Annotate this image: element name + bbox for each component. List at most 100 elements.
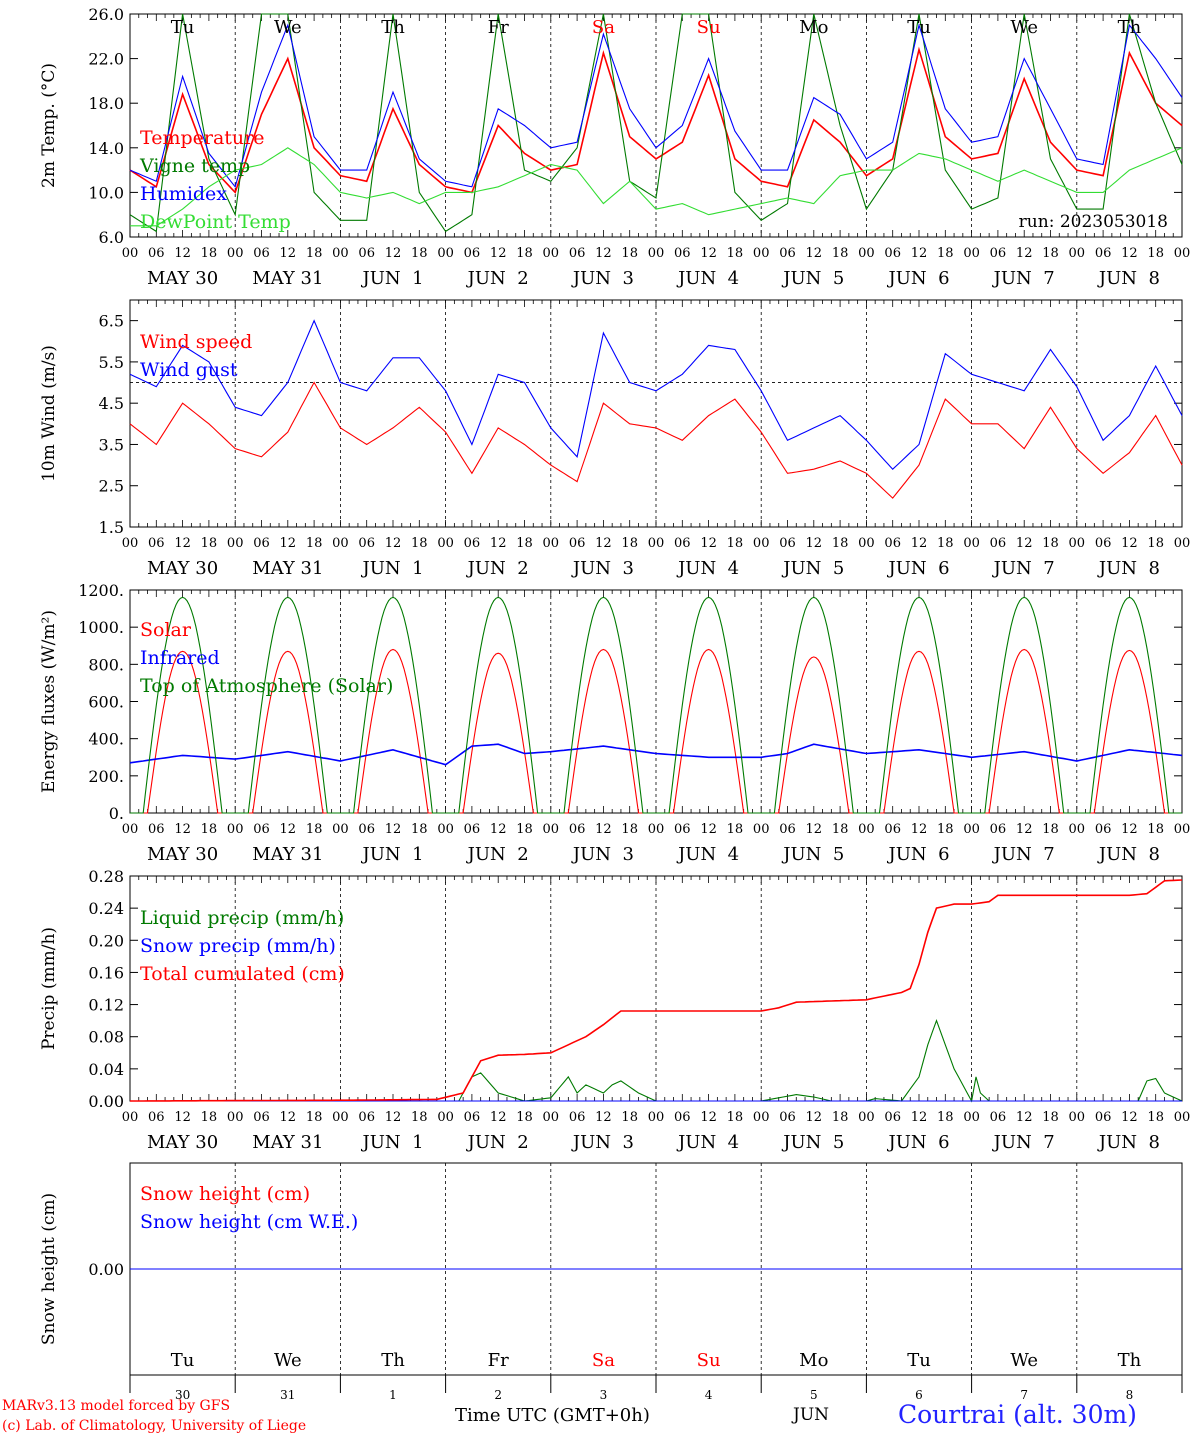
- hour-tick-label: 00: [648, 246, 665, 261]
- date-label: JUN 3: [571, 844, 634, 865]
- hour-tick-label: 00: [858, 536, 875, 551]
- date-label: JUN 2: [466, 268, 529, 289]
- hour-tick-label: 06: [569, 536, 586, 551]
- series-line-temperature: [129, 46, 1183, 194]
- hour-tick-label: 06: [358, 246, 375, 261]
- y-tick-label: 4.5: [99, 394, 124, 413]
- legend-entry: Humidex: [140, 183, 227, 205]
- weekday-label: We: [274, 17, 302, 38]
- hour-tick-label: 00: [122, 822, 139, 837]
- y-tick-label: 1.5: [99, 518, 124, 537]
- hour-tick-label: 18: [411, 536, 428, 551]
- hour-tick-label: 00: [963, 536, 980, 551]
- hour-tick-label: 00: [1174, 536, 1191, 551]
- hour-tick-label: 18: [937, 1110, 954, 1125]
- hour-tick-label: 00: [753, 246, 770, 261]
- hour-tick-label: 06: [464, 822, 481, 837]
- hour-tick-label: 00: [1069, 536, 1086, 551]
- date-label: JUN 6: [886, 558, 949, 579]
- hour-tick-label: 18: [201, 246, 218, 261]
- hour-tick-label: 06: [358, 822, 375, 837]
- day-number-label: 1: [389, 1388, 397, 1402]
- day-number-label: 5: [810, 1388, 818, 1402]
- hour-tick-label: 12: [490, 246, 507, 261]
- y-tick-label: 5.5: [99, 353, 124, 372]
- hour-tick-label: 00: [543, 1110, 560, 1125]
- date-label: JUN 1: [360, 558, 423, 579]
- hour-tick-label: 06: [358, 536, 375, 551]
- hour-tick-label: 06: [990, 822, 1007, 837]
- hour-tick-label: 18: [516, 822, 533, 837]
- hour-tick-label: 06: [990, 536, 1007, 551]
- hour-tick-label: 12: [595, 822, 612, 837]
- hour-tick-label: 00: [753, 1110, 770, 1125]
- hour-tick-label: 06: [1095, 246, 1112, 261]
- hour-tick-label: 18: [411, 246, 428, 261]
- hour-tick-label: 00: [122, 536, 139, 551]
- legend-entry: Wind gust: [140, 359, 238, 381]
- hour-tick-label: 00: [332, 246, 349, 261]
- hour-tick-label: 12: [911, 1110, 928, 1125]
- date-label: JUN 7: [992, 558, 1055, 579]
- hour-tick-label: 06: [148, 822, 165, 837]
- day-number-label: 3: [600, 1388, 608, 1402]
- hour-tick-label: 18: [621, 822, 638, 837]
- y-tick-label: 14.0: [88, 139, 124, 158]
- y-tick-label: 6.5: [99, 312, 124, 331]
- hour-tick-label: 00: [648, 822, 665, 837]
- y-tick-label: 0.24: [88, 899, 124, 918]
- hour-tick-label: 00: [648, 536, 665, 551]
- date-label: JUN 7: [992, 268, 1055, 289]
- weekday-label: Tu: [171, 1350, 195, 1371]
- y-axis-label: 2m Temp. (°C): [39, 63, 59, 188]
- date-label: JUN 5: [781, 1132, 844, 1153]
- hour-tick-label: 06: [464, 1110, 481, 1125]
- hour-tick-label: 18: [1042, 822, 1059, 837]
- hour-tick-label: 00: [227, 246, 244, 261]
- day-number-label: 6: [915, 1388, 923, 1402]
- weekday-label: Th: [381, 1350, 405, 1371]
- date-label: JUN 4: [676, 844, 739, 865]
- hour-tick-label: 00: [227, 536, 244, 551]
- hour-tick-label: 00: [543, 822, 560, 837]
- date-label: JUN 8: [1097, 1132, 1160, 1153]
- hour-tick-label: 18: [516, 1110, 533, 1125]
- hour-tick-label: 18: [1147, 246, 1164, 261]
- legend-entry: Snow precip (mm/h): [140, 935, 336, 957]
- hour-tick-label: 18: [727, 822, 744, 837]
- hour-tick-label: 12: [700, 536, 717, 551]
- date-label: JUN 6: [886, 268, 949, 289]
- hour-tick-label: 06: [674, 1110, 691, 1125]
- hour-tick-label: 00: [332, 536, 349, 551]
- date-label: JUN 8: [1097, 558, 1160, 579]
- hour-tick-label: 00: [1069, 246, 1086, 261]
- hour-tick-label: 06: [358, 1110, 375, 1125]
- date-label: MAY 31: [252, 844, 323, 865]
- weekday-label: Th: [381, 17, 405, 38]
- hour-tick-label: 18: [1042, 536, 1059, 551]
- hour-tick-label: 06: [253, 246, 270, 261]
- hour-tick-label: 12: [806, 1110, 823, 1125]
- hour-tick-label: 06: [569, 822, 586, 837]
- hour-tick-label: 06: [1095, 822, 1112, 837]
- hour-tick-label: 18: [937, 536, 954, 551]
- hour-tick-label: 06: [779, 822, 796, 837]
- hour-tick-label: 06: [253, 822, 270, 837]
- date-label: JUN 1: [360, 268, 423, 289]
- series-line-wind-gust: [129, 319, 1183, 470]
- hour-tick-label: 18: [832, 822, 849, 837]
- hour-tick-label: 06: [569, 1110, 586, 1125]
- hour-tick-label: 00: [963, 822, 980, 837]
- hour-tick-label: 06: [148, 246, 165, 261]
- hour-tick-label: 12: [1121, 822, 1138, 837]
- date-label: JUN 3: [571, 268, 634, 289]
- hour-tick-label: 12: [490, 822, 507, 837]
- series-line-total-cumulated-cm-: [130, 879, 1183, 1102]
- weekday-label: Su: [697, 1350, 721, 1371]
- hour-tick-label: 06: [148, 1110, 165, 1125]
- hour-tick-label: 00: [1069, 822, 1086, 837]
- weekday-label: Sa: [592, 1350, 615, 1371]
- hour-tick-label: 00: [437, 822, 454, 837]
- hour-tick-label: 06: [674, 822, 691, 837]
- hour-tick-label: 12: [700, 1110, 717, 1125]
